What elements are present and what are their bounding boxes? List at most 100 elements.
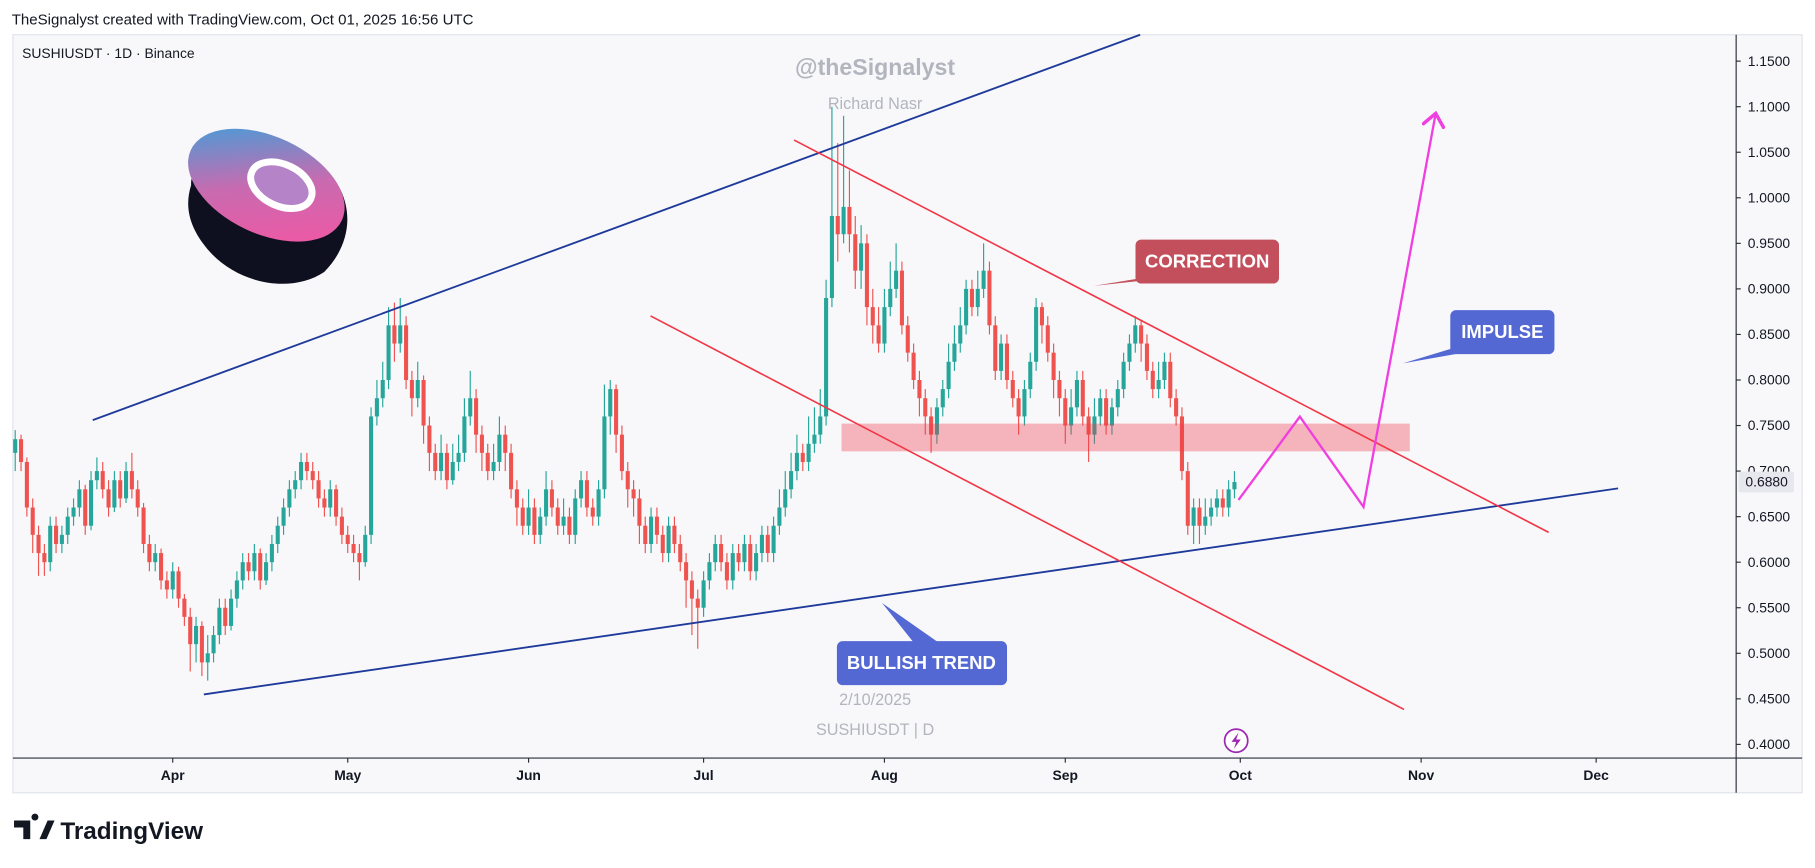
candle-body <box>929 416 934 435</box>
candle-body <box>1039 307 1044 326</box>
impulse-label: IMPULSE <box>1461 321 1543 342</box>
candle-body <box>1063 398 1068 426</box>
candle-body <box>170 571 175 590</box>
candle-body <box>684 562 689 581</box>
candle-body <box>777 507 782 526</box>
lightning-icon <box>1223 728 1249 754</box>
candle-body <box>1209 507 1214 517</box>
x-tick-label: Oct <box>1229 767 1253 783</box>
candle-body <box>742 543 747 563</box>
y-tick-label: 0.6500 <box>1748 508 1791 524</box>
candle-body <box>1121 361 1126 390</box>
watermark: @theSignalyst <box>795 54 955 80</box>
candle-body <box>1010 379 1015 399</box>
candle-body <box>654 516 659 535</box>
candle-body <box>1150 370 1155 390</box>
candle-body <box>549 489 554 508</box>
candle-body <box>450 461 455 481</box>
candle-body <box>1069 407 1074 426</box>
candle-body <box>882 307 887 344</box>
candle-body <box>112 480 117 508</box>
candle-body <box>789 471 794 490</box>
candle-body <box>497 434 502 462</box>
candle-body <box>164 580 169 590</box>
candle-body <box>736 553 741 563</box>
candle-body <box>631 489 636 499</box>
x-tick-label: Sep <box>1053 767 1078 783</box>
candle-body <box>1139 325 1144 344</box>
candle-body <box>859 243 864 271</box>
candle-body <box>363 534 368 563</box>
symbol-info: SUSHIUSDT · 1D · Binance <box>22 45 195 61</box>
y-tick-label: 1.1000 <box>1748 98 1791 114</box>
header: TheSignalyst created with TradingView.co… <box>12 11 474 28</box>
candle-body <box>783 489 788 508</box>
candle-body <box>223 607 228 626</box>
candle-body <box>794 452 799 472</box>
lower-trendline <box>203 487 1619 696</box>
candle-body <box>841 206 846 235</box>
y-tick-label: 0.6000 <box>1748 554 1791 570</box>
candle-body <box>899 270 904 326</box>
candle-body <box>433 452 438 472</box>
candle-body <box>194 625 199 645</box>
candle-body <box>462 416 467 453</box>
candle-body <box>491 461 496 472</box>
candle-body <box>77 489 82 508</box>
x-tick-label: Nov <box>1408 767 1434 783</box>
y-tick-label: 0.4000 <box>1748 736 1791 752</box>
candle-body <box>1226 489 1231 508</box>
candle-body <box>1092 416 1097 435</box>
date-stamp: 2/10/2025 <box>839 691 911 709</box>
y-tick-label: 0.5500 <box>1748 599 1791 615</box>
candle-body <box>1133 325 1138 344</box>
y-tick-label: 1.0500 <box>1748 144 1791 160</box>
candle-body <box>415 379 420 399</box>
candle-body <box>351 543 356 554</box>
candle-body <box>421 379 426 426</box>
candle-body <box>1074 379 1079 408</box>
candle-body <box>1220 498 1225 508</box>
candle-body <box>503 434 508 453</box>
candle-body <box>1104 398 1109 426</box>
candle-body <box>287 489 292 508</box>
candle-body <box>520 507 525 526</box>
candle-body <box>374 398 379 417</box>
candle-body <box>759 534 764 554</box>
candle-body <box>106 489 111 508</box>
candle-body <box>1057 379 1062 399</box>
drawings <box>92 33 1619 711</box>
candle-body <box>252 553 257 572</box>
candle-body <box>1162 361 1167 380</box>
x-tick-label: Apr <box>161 767 185 783</box>
candle-body <box>672 525 677 544</box>
candle-body <box>89 480 94 526</box>
candle-body <box>328 489 333 508</box>
candle-body <box>870 307 875 326</box>
tradingview-logo: TradingView <box>14 813 203 845</box>
candle-body <box>532 507 537 535</box>
candle-body <box>911 352 916 380</box>
last-price-label: 0.6880 <box>1745 474 1788 490</box>
y-tick-label: 0.7500 <box>1748 417 1791 433</box>
candle-body <box>357 553 362 563</box>
candle-body <box>538 516 543 535</box>
candle-body <box>118 480 123 499</box>
candle-body <box>427 425 432 453</box>
candle-body <box>153 553 158 563</box>
candle-body <box>211 635 216 654</box>
candle-body <box>13 439 18 453</box>
candle-body <box>468 398 473 417</box>
candle-body <box>1144 343 1149 371</box>
candle-body <box>619 434 624 472</box>
candle-body <box>124 471 129 499</box>
candle-body <box>1191 507 1196 526</box>
candle-body <box>940 389 945 408</box>
y-tick-label: 0.4500 <box>1748 690 1791 706</box>
candle-body <box>824 297 829 417</box>
candle-body <box>1174 398 1179 417</box>
candle-body <box>159 553 164 581</box>
candle-body <box>369 416 374 535</box>
candle-body <box>1156 379 1161 390</box>
